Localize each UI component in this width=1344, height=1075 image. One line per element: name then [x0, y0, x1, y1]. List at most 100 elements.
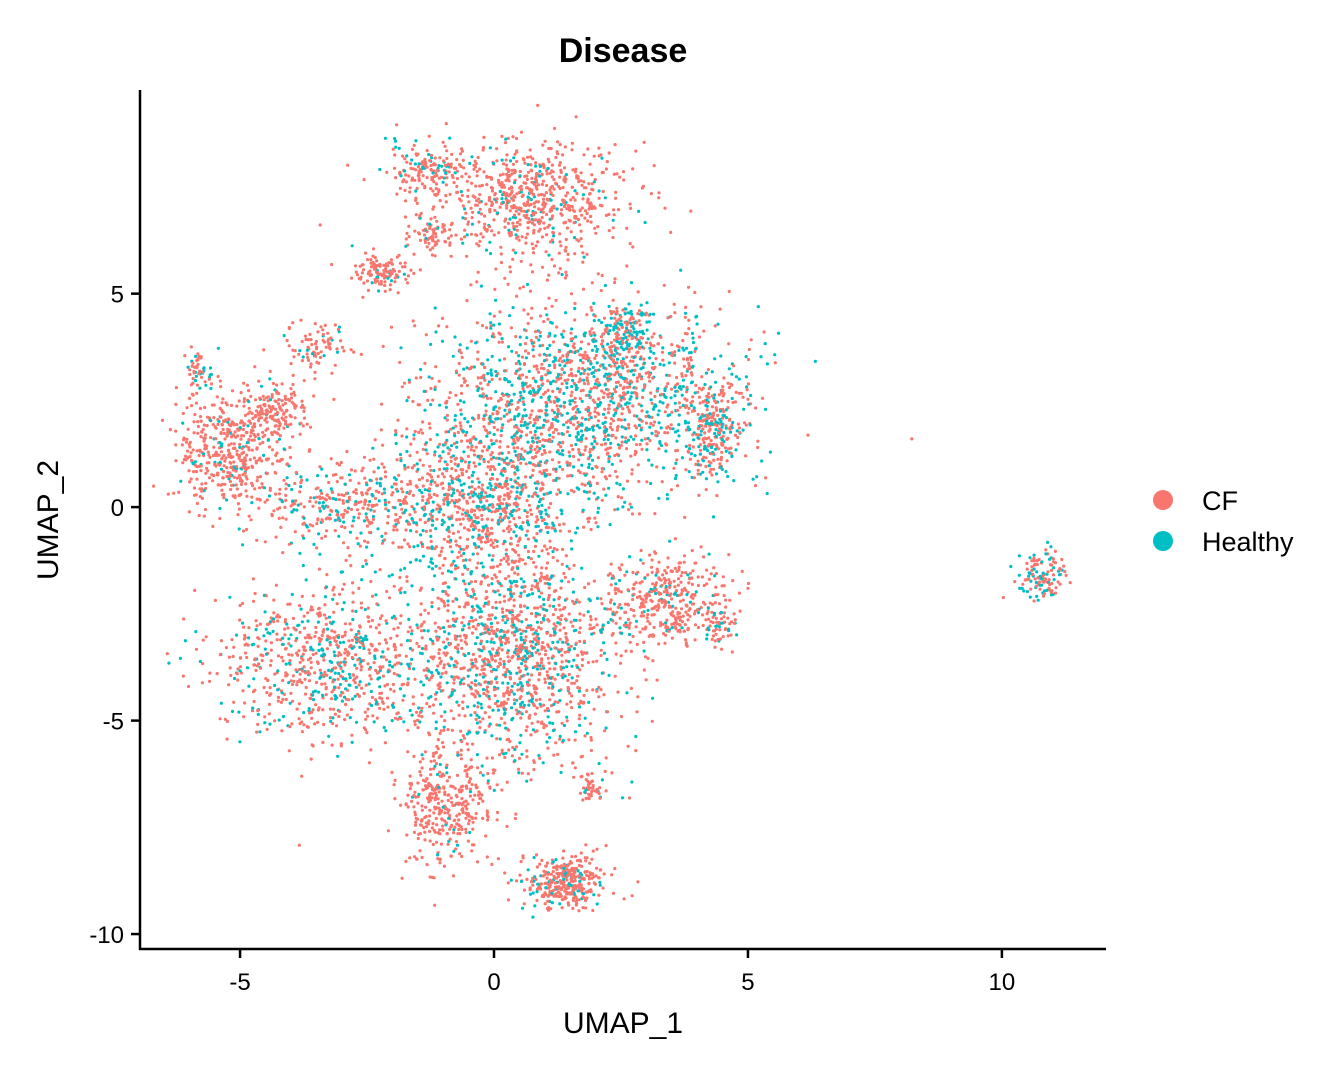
point-healthy — [587, 497, 591, 501]
point-healthy — [634, 734, 638, 739]
point-healthy — [409, 529, 413, 533]
point-cf — [545, 706, 550, 711]
point-cf — [428, 839, 432, 843]
point-healthy — [1017, 573, 1021, 577]
point-healthy — [578, 723, 582, 728]
point-cf — [275, 638, 279, 642]
point-cf — [547, 428, 551, 432]
point-healthy — [579, 358, 583, 362]
point-cf — [576, 420, 580, 424]
point-healthy — [511, 442, 515, 446]
point-cf — [181, 674, 185, 678]
point-cf — [612, 208, 616, 212]
point-healthy — [519, 591, 523, 595]
point-healthy — [707, 464, 711, 468]
point-cf — [540, 362, 544, 366]
point-healthy — [705, 404, 709, 408]
point-cf — [386, 515, 390, 519]
point-healthy — [680, 626, 684, 630]
point-healthy — [716, 480, 720, 484]
point-healthy — [690, 331, 695, 335]
point-cf — [485, 229, 489, 233]
point-cf — [460, 646, 464, 651]
point-cf — [546, 746, 550, 750]
point-cf — [616, 208, 621, 212]
point-cf — [1029, 587, 1033, 591]
point-cf — [594, 464, 598, 468]
point-healthy — [590, 458, 595, 462]
point-healthy — [441, 180, 445, 184]
point-cf — [398, 621, 402, 625]
point-cf — [477, 790, 481, 794]
point-healthy — [650, 431, 654, 435]
point-healthy — [560, 579, 564, 583]
point-cf — [420, 431, 425, 435]
point-cf — [498, 657, 502, 661]
point-cf — [705, 582, 709, 586]
point-healthy — [724, 416, 729, 420]
point-healthy — [656, 387, 660, 391]
point-cf — [337, 493, 341, 497]
point-cf — [427, 134, 431, 138]
point-cf — [363, 476, 367, 480]
point-cf — [413, 229, 417, 233]
point-cf — [340, 345, 345, 349]
point-healthy — [688, 447, 692, 451]
point-cf — [499, 245, 503, 249]
point-cf — [490, 613, 494, 617]
point-healthy — [402, 272, 406, 276]
point-cf — [413, 178, 417, 182]
point-cf — [535, 729, 539, 733]
point-cf — [435, 507, 439, 511]
point-cf — [324, 529, 329, 533]
point-cf — [730, 650, 734, 654]
point-cf — [431, 246, 435, 250]
point-healthy — [472, 592, 476, 597]
point-healthy — [341, 669, 345, 674]
point-cf — [1058, 582, 1062, 586]
point-cf — [622, 897, 626, 901]
point-cf — [455, 510, 460, 514]
point-cf — [422, 233, 427, 237]
point-healthy — [439, 675, 443, 679]
point-cf — [413, 723, 417, 727]
point-healthy — [301, 355, 305, 359]
point-cf — [585, 313, 589, 317]
point-cf — [524, 236, 528, 240]
point-healthy — [523, 544, 527, 549]
point-cf — [487, 583, 491, 587]
point-cf — [663, 431, 667, 435]
point-cf — [746, 357, 751, 362]
point-cf — [651, 376, 655, 380]
point-cf — [523, 604, 527, 608]
point-cf — [558, 267, 562, 271]
point-cf — [469, 283, 473, 287]
point-cf — [564, 245, 568, 249]
point-healthy — [317, 648, 321, 653]
point-cf — [207, 377, 211, 381]
point-cf — [630, 468, 634, 472]
point-healthy — [638, 357, 643, 361]
point-cf — [320, 633, 324, 638]
point-cf — [191, 381, 195, 385]
point-cf — [649, 343, 653, 347]
point-healthy — [711, 515, 716, 519]
point-cf — [287, 326, 291, 331]
point-healthy — [234, 633, 239, 637]
point-healthy — [331, 716, 335, 720]
point-cf — [672, 579, 676, 583]
point-cf — [361, 268, 366, 272]
point-cf — [560, 647, 564, 651]
point-healthy — [595, 361, 599, 365]
point-cf — [264, 639, 268, 643]
point-cf — [339, 666, 343, 671]
point-cf — [562, 404, 566, 408]
point-healthy — [415, 462, 419, 466]
point-healthy — [403, 169, 407, 173]
point-cf — [397, 545, 401, 549]
point-cf — [535, 367, 539, 371]
point-healthy — [649, 481, 653, 486]
point-cf — [712, 458, 716, 462]
point-healthy — [648, 425, 652, 429]
point-healthy — [601, 623, 605, 627]
